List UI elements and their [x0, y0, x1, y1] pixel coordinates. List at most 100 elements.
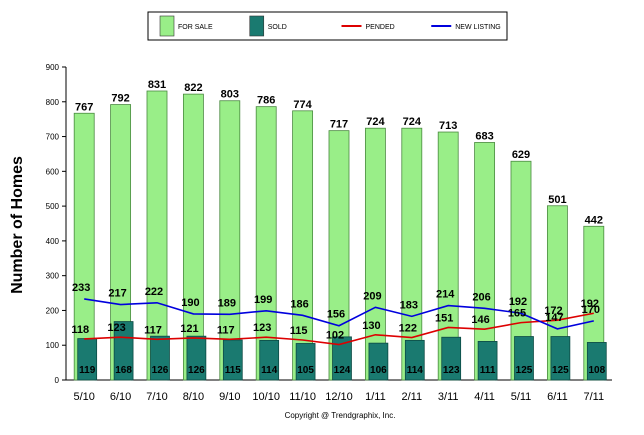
- y-tick-label: 800: [46, 98, 60, 107]
- pended-value-label: 123: [107, 322, 125, 334]
- x-tick-label: 5/10: [73, 391, 94, 403]
- for-sale-value-label: 803: [221, 89, 239, 101]
- sold-bar: [404, 339, 425, 381]
- sold-value-label: 125: [552, 365, 569, 376]
- legend-for-sale-swatch: [159, 15, 175, 37]
- y-tick-label: 100: [46, 341, 60, 350]
- sold-value-label: 124: [334, 365, 351, 376]
- for-sale-value-label: 629: [512, 149, 530, 161]
- sold-value-label: 111: [480, 365, 496, 376]
- for-sale-value-label: 683: [475, 130, 493, 142]
- pended-value-label: 192: [581, 298, 599, 310]
- pended-value-label: 121: [180, 323, 198, 335]
- sold-value-label: 114: [407, 365, 424, 376]
- for-sale-value-label: 767: [75, 101, 93, 113]
- sold-bar: [113, 321, 134, 381]
- y-tick-label: 700: [46, 133, 60, 142]
- x-tick-label: 2/11: [402, 391, 423, 403]
- plot-area: 0 100 200 300 400 500 600 700 800 900 767 119 792 168…: [46, 63, 612, 403]
- pended-value-label: 118: [71, 324, 89, 336]
- new-listing-value-label: 183: [400, 299, 418, 311]
- sold-value-label: 115: [225, 365, 242, 376]
- x-tick-label: 12/10: [325, 391, 353, 403]
- legend-sold-swatch: [249, 15, 265, 37]
- new-listing-value-label: 186: [290, 298, 308, 310]
- legend-new-listing-label: NEW LISTING: [455, 24, 501, 31]
- sold-value-label: 123: [443, 365, 460, 376]
- y-tick-label: 400: [46, 237, 60, 246]
- new-listing-value-label: 206: [472, 291, 490, 303]
- new-listing-line: [84, 298, 594, 330]
- pended-value-label: 115: [290, 325, 308, 337]
- for-sale-value-label: 724: [366, 116, 385, 128]
- sold-bar: [586, 342, 607, 381]
- legend-sold-label: SOLD: [268, 24, 287, 31]
- pended-value-label: 130: [362, 320, 380, 332]
- y-tick-label: 600: [46, 167, 60, 176]
- new-listing-value-label: 214: [436, 289, 455, 301]
- for-sale-bar: [364, 127, 386, 381]
- for-sale-value-label: 501: [548, 194, 566, 206]
- pended-value-label: 146: [471, 314, 489, 326]
- sold-value-label: 114: [261, 365, 278, 376]
- sold-value-label: 168: [115, 365, 132, 376]
- new-listing-value-label: 192: [509, 296, 527, 308]
- sold-bar: [514, 336, 534, 381]
- sold-bar: [186, 335, 207, 381]
- sold-bar: [295, 343, 316, 381]
- x-tick-label: 6/10: [110, 391, 131, 403]
- sold-bar: [259, 339, 280, 381]
- x-tick-label: 11/10: [289, 391, 316, 403]
- new-listing-value-label: 147: [545, 312, 563, 324]
- sold-value-label: 108: [588, 365, 605, 376]
- pended-line: [84, 312, 594, 346]
- sold-value-label: 126: [188, 365, 205, 376]
- x-tick-label: 3/11: [438, 391, 459, 403]
- for-sale-value-label: 786: [257, 95, 275, 107]
- pended-value-label: 151: [435, 312, 453, 324]
- new-listing-value-label: 156: [327, 309, 345, 321]
- new-listing-value-label: 170: [582, 304, 600, 316]
- pended-value-label: 122: [399, 323, 417, 335]
- for-sale-value-label: 717: [330, 119, 348, 131]
- legend: FOR SALE SOLD PENDED NEW LISTING: [147, 11, 508, 41]
- pended-value-label: 123: [253, 322, 271, 334]
- x-tick-label: 10/10: [252, 391, 280, 403]
- x-tick-label: 6/11: [547, 391, 568, 403]
- x-tick-label: 5/11: [511, 391, 532, 403]
- y-axis-title: Number of Homes: [9, 156, 26, 294]
- new-listing-value-label: 189: [218, 297, 236, 309]
- y-tick-label: 500: [46, 202, 60, 211]
- sold-value-label: 125: [516, 365, 533, 376]
- sold-value-label: 119: [79, 365, 96, 376]
- copyright-text: Copyright @ Trendgraphix, Inc.: [285, 411, 396, 420]
- legend-pended-label: PENDED: [366, 24, 395, 31]
- x-tick-label: 4/11: [474, 391, 495, 403]
- sold-bar: [441, 336, 462, 381]
- pended-value-label: 117: [217, 324, 235, 336]
- for-sale-value-label: 724: [403, 116, 422, 128]
- pended-value-label: 165: [508, 308, 526, 320]
- sold-bar: [550, 336, 571, 381]
- x-tick-label: 7/11: [584, 391, 605, 403]
- sold-value-label: 106: [370, 365, 387, 376]
- pended-value-label: 102: [326, 330, 344, 342]
- y-tick-label: 900: [46, 63, 60, 72]
- y-tick-label: 200: [46, 306, 60, 315]
- x-tick-label: 8/10: [183, 391, 204, 403]
- x-tick-label: 1/11: [365, 391, 386, 403]
- new-listing-value-label: 222: [145, 286, 163, 298]
- new-listing-value-label: 209: [363, 290, 381, 302]
- for-sale-value-label: 831: [148, 79, 166, 91]
- y-tick-label: 300: [46, 272, 60, 281]
- sold-bar: [368, 342, 389, 381]
- for-sale-value-label: 713: [439, 120, 457, 132]
- x-tick-label: 9/10: [219, 391, 240, 403]
- sold-bar: [332, 336, 352, 381]
- for-sale-value-label: 442: [585, 214, 603, 226]
- sold-value-label: 126: [152, 365, 169, 376]
- sold-bar: [477, 340, 498, 381]
- new-listing-value-label: 233: [72, 282, 90, 294]
